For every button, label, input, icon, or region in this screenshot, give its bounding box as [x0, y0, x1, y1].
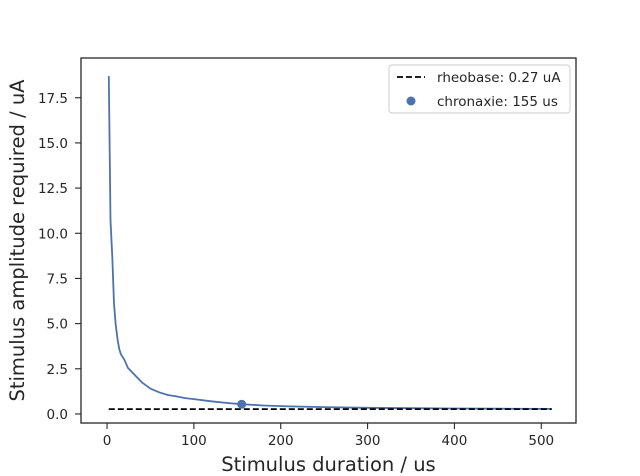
y-tick-label: 12.5	[38, 181, 68, 197]
y-tick-label: 2.5	[47, 362, 68, 378]
x-tick-label: 0	[103, 433, 112, 449]
y-axis-label: Stimulus amplitude required / uA	[6, 79, 29, 402]
legend-entry-label: rheobase: 0.27 uA	[437, 70, 561, 86]
x-tick-label: 200	[268, 433, 294, 449]
x-tick-label: 100	[181, 433, 207, 449]
x-tick-label: 500	[528, 433, 554, 449]
y-tick-label: 0.0	[47, 407, 68, 423]
x-tick-label: 400	[442, 433, 468, 449]
legend-box	[388, 64, 571, 114]
y-tick-label: 5.0	[47, 317, 68, 333]
x-tick-label: 300	[355, 433, 381, 449]
series-layer	[107, 76, 552, 411]
y-tick-label: 17.5	[38, 91, 68, 107]
plot-area-frame	[80, 57, 577, 424]
y-tick-label: 15.0	[38, 136, 68, 152]
y-tick-label: 7.5	[47, 271, 68, 287]
legend: rheobase: 0.27 uA chronaxie: 155 us	[388, 64, 571, 114]
x-axis-label: Stimulus duration / us	[221, 453, 435, 476]
legend-chronaxie-swatch	[406, 96, 416, 106]
y-tick-label: 10.0	[38, 226, 68, 242]
legend-entry-label: chronaxie: 155 us	[437, 94, 558, 110]
axis-ticks: 0 100 200 300 400 500 0.0 2.5 5.0 7.5 10.0 12.5 15.0…	[38, 91, 554, 449]
chronaxie-point	[237, 399, 247, 409]
strength-duration-curve	[107, 76, 552, 410]
